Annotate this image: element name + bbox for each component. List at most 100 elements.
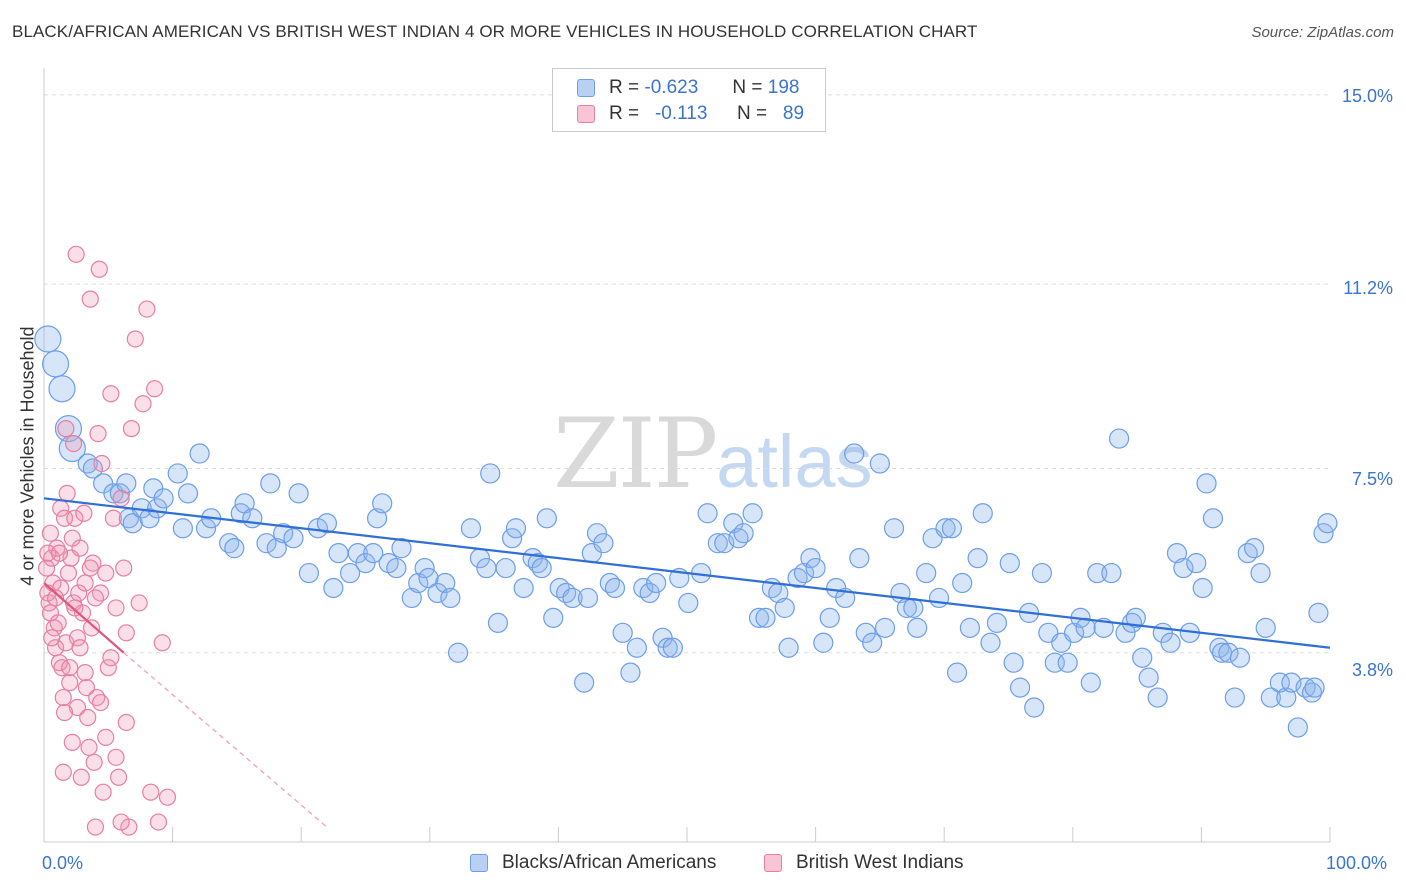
data-point-blacks <box>536 508 557 529</box>
data-point-blacks <box>946 662 968 683</box>
data-point-blacks <box>941 518 963 539</box>
data-point-blacks <box>266 538 287 559</box>
data-point-blacks <box>626 637 647 658</box>
data-point-blacks <box>122 513 143 534</box>
data-point-blacks <box>800 548 821 569</box>
data-point-blacks <box>849 548 870 569</box>
data-point-blacks <box>678 592 699 614</box>
data-point-blacks <box>298 562 320 584</box>
data-point-blacks <box>869 453 891 474</box>
data-point-blacks <box>505 518 527 539</box>
y-tick-label: 7.5% <box>1351 469 1393 489</box>
watermark: ZIPatlas <box>553 398 873 510</box>
data-point-blacks <box>999 552 1020 574</box>
data-point-blacks <box>440 587 461 609</box>
data-point-british-west-indians <box>48 539 66 557</box>
data-point-british-west-indians <box>77 679 96 697</box>
y-axis-label: 4 or more Vehicles in Household <box>17 326 38 586</box>
data-point-blacks <box>363 543 384 564</box>
data-point-blacks <box>1255 617 1276 638</box>
data-point-british-west-indians <box>61 659 79 677</box>
data-point-british-west-indians <box>54 688 72 707</box>
data-point-blacks <box>476 557 497 579</box>
data-point-british-west-indians <box>64 434 83 453</box>
data-point-british-west-indians <box>46 589 65 607</box>
data-point-blacks <box>1147 687 1168 708</box>
data-point-blacks <box>531 557 552 579</box>
data-point-british-west-indians <box>76 574 94 592</box>
data-point-british-west-indians <box>91 693 110 712</box>
data-point-blacks <box>1276 687 1297 708</box>
data-point-british-west-indians <box>84 554 102 572</box>
data-point-british-west-indians <box>61 674 79 692</box>
data-point-british-west-indians <box>86 818 105 836</box>
watermark-zip: ZIP <box>553 398 718 510</box>
legend-r-value: -0.113 <box>654 103 708 124</box>
data-point-blacks <box>874 617 896 638</box>
data-point-blacks <box>1229 647 1251 668</box>
data-point-blacks <box>139 508 160 529</box>
data-point-british-west-indians <box>149 813 168 831</box>
trend-line-extension-british-west-indians <box>123 652 328 828</box>
legend-r-value: -0.623 <box>644 77 699 98</box>
legend-n-value: 198 <box>767 77 800 98</box>
data-point-blacks <box>283 528 304 549</box>
data-point-blacks <box>916 562 937 584</box>
data-point-blacks <box>513 577 534 599</box>
data-point-british-west-indians <box>93 454 111 473</box>
data-point-british-west-indians <box>122 420 141 438</box>
data-point-british-west-indians <box>104 509 123 527</box>
bottom-legend-label: Blacks/African Americans <box>502 852 717 873</box>
data-point-blacks <box>986 612 1008 633</box>
data-point-blacks <box>435 572 456 594</box>
data-point-blacks <box>742 503 763 524</box>
legend-swatch-pink <box>577 105 595 123</box>
data-point-blacks <box>967 548 988 569</box>
data-point-blacks <box>1173 557 1194 579</box>
data-point-blacks <box>323 577 344 599</box>
trend-line-british-west-indians <box>43 582 125 654</box>
source-label: Source: ZipAtlas.com <box>1251 24 1394 41</box>
data-point-blacks <box>242 508 263 529</box>
data-point-blacks <box>447 642 469 663</box>
legend-n-label: N = <box>732 77 763 98</box>
data-point-blacks <box>372 493 393 514</box>
data-point-blacks <box>224 538 245 559</box>
data-point-blacks <box>972 503 993 524</box>
data-point-blacks <box>1308 602 1329 623</box>
data-point-blacks <box>1057 652 1078 673</box>
data-point-blacks <box>189 443 210 464</box>
data-point-blacks <box>593 533 614 554</box>
data-point-british-west-indians <box>67 245 85 263</box>
legend-n-value: 89 <box>782 103 805 124</box>
data-point-blacks <box>41 350 70 378</box>
data-point-blacks <box>657 637 678 658</box>
data-point-blacks <box>662 637 683 658</box>
y-tick-label: 3.8% <box>1351 660 1393 680</box>
data-point-british-west-indians <box>80 738 98 756</box>
data-point-blacks <box>391 538 412 559</box>
trend-line-blacks <box>43 497 1331 649</box>
data-point-blacks <box>733 523 754 544</box>
data-point-british-west-indians <box>85 753 103 771</box>
data-point-blacks <box>707 533 728 554</box>
data-point-blacks <box>952 572 973 594</box>
data-point-british-west-indians <box>76 664 94 682</box>
data-point-blacks <box>755 607 776 628</box>
data-point-british-west-indians <box>134 395 152 413</box>
data-point-british-west-indians <box>158 788 177 806</box>
data-point-british-west-indians <box>97 728 115 747</box>
data-point-blacks <box>34 325 62 353</box>
data-point-blacks <box>805 557 826 579</box>
data-point-blacks <box>1009 677 1031 698</box>
data-point-blacks <box>543 607 564 628</box>
data-point-british-west-indians <box>68 629 87 647</box>
data-point-british-west-indians <box>50 544 69 562</box>
data-point-british-west-indians <box>68 698 87 717</box>
data-point-blacks <box>1304 677 1325 698</box>
data-point-blacks <box>172 518 193 539</box>
bottom-legend-swatch-pink <box>764 854 782 872</box>
data-point-british-west-indians <box>66 509 84 527</box>
data-point-british-west-indians <box>49 614 67 632</box>
data-point-blacks <box>339 562 361 584</box>
